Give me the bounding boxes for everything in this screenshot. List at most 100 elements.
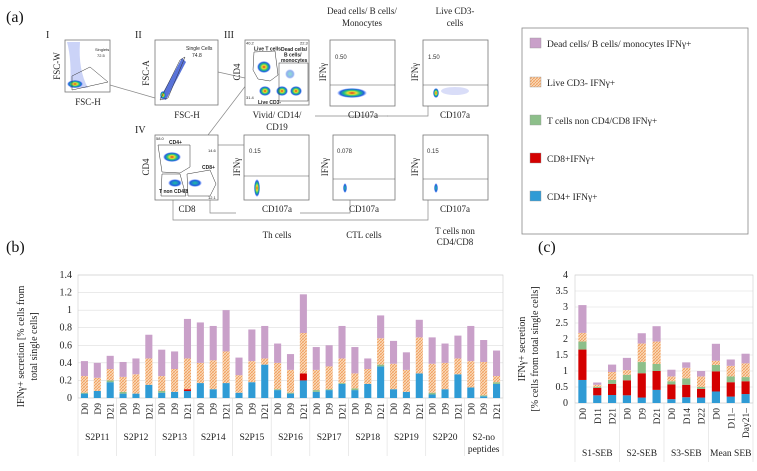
bar-segment [428,392,436,395]
x-tick-label: D21 [653,408,663,425]
bar-segment [697,376,706,387]
x-tick-label: D9 [248,403,258,415]
bar-segment [441,362,449,390]
y-axis-label: total single cells] [29,312,40,380]
y-tick-label: 0.2 [60,375,73,386]
x-tick-label: D0 [158,403,168,415]
y-tick-label: 3 [563,302,568,313]
x-tick-label: D0 [197,403,207,415]
bar-segment [325,389,333,391]
bar-segment [608,379,617,384]
y-axis-label: IFNγ [410,158,420,177]
bar-segment [312,369,320,391]
bar-segment [286,354,295,370]
x-tick-label: D0 [235,403,245,415]
gate-value: 72.5 [97,53,106,58]
bar-segment [637,333,646,344]
flow-plot-live-t-cells: 40.2 22.3 Live T cells Dead cells/ B cel… [232,39,310,132]
x-tick-label: D9 [132,403,142,415]
group-label: S2P15 [239,433,264,443]
bar-segment [351,388,359,391]
plot-caption: Th cells [263,230,292,240]
bar-segment [593,387,602,396]
x-tick-label: D21 [261,403,271,420]
gate-value: 74.8 [192,53,202,59]
gate-value: 58.0 [156,136,165,141]
bar-segment [682,362,691,368]
bar-segment [93,362,101,378]
bar-segment [183,389,192,391]
x-tick-label: D0 [274,403,284,415]
x-tick-label: D21 [454,403,464,420]
gate-step-label: I [46,30,49,41]
gate-label: Single Cells [186,46,213,52]
bar-segment [338,383,346,384]
bar-segment [711,391,720,403]
bar-segment [145,384,153,398]
flow-plot-single-cells: Single Cells 74.8 FSC-A FSC-H [141,39,219,120]
x-axis-label: FSC-H [75,97,101,107]
bar-segment [222,310,230,352]
y-tick-label: 3.5 [556,286,569,297]
bar-segment [93,390,101,398]
bar-segment [209,360,217,390]
x-tick-label: D11 [594,408,604,424]
legend-swatch [529,114,542,126]
x-axis-label: CD107a [262,204,292,214]
bar-segment [299,294,307,333]
group-label: S2P19 [394,433,419,443]
x-tick-label: D21 [300,403,310,420]
bar-segment [106,369,114,381]
legend-label: Live CD3- IFNγ+ [547,79,615,89]
gate-value: 22.3 [300,41,309,46]
bar-segment [364,369,372,384]
legend-swatch [529,37,542,49]
bar-segment [145,334,153,359]
bar-segment [682,378,691,385]
x-axis-label: CD107a [440,110,470,120]
bar-segment [80,376,88,393]
group-label: S2P16 [278,433,303,443]
bar-segment [682,397,691,403]
bar-segment [652,363,661,371]
plot-title: Dead cells/ B cells/ [327,6,397,16]
x-tick-label: D21 [339,403,349,420]
plot-caption: CD4/CD8 [437,237,474,247]
x-tick-label: D0 [712,408,722,420]
legend-label: T cells non CD4/CD8 IFNγ+ [547,117,657,127]
bar-segment [428,394,436,398]
x-tick-label: D9 [94,403,104,415]
bar-segment [441,389,449,398]
bar-segment [351,347,359,374]
group-label: S2P12 [124,433,149,443]
bar-segment [80,392,88,394]
y-axis-label: IFNγ+ secretion [517,317,528,382]
bar-segment [158,349,166,377]
x-tick-label: D21 [609,408,619,425]
bar-segment [578,349,587,380]
bar-segment [132,393,140,398]
y-axis-label: IFNγ+ secretion [% cells from [16,285,27,407]
bar-segment [377,366,385,398]
legend-swatch [529,190,542,202]
group-label: S2P18 [355,433,380,443]
gate-value: 0.15 [249,149,261,155]
y-tick-label: 0.4 [60,358,73,369]
gate-label: Live CD3- [258,100,281,106]
bar-segment [274,389,282,391]
bar-segment [726,396,735,403]
legend-label: Dead cells/ B cells/ monocytes IFNγ+ [547,40,691,50]
gate-label: CD4+ [169,140,182,146]
x-tick-label: D9 [287,403,297,415]
y-tick-label: 0.5 [556,382,569,393]
x-tick-label: D9 [480,403,490,415]
legend: Dead cells/ B cells/ monocytes IFNγ+ Live… [521,27,749,235]
bar-segment [652,371,661,390]
bar-segment [222,383,230,398]
bar-segment [454,335,462,359]
y-tick-label: 1.4 [60,270,73,281]
plot-title: Live CD3- [436,6,475,16]
bar-segment [637,362,646,374]
bar-segment [667,376,676,382]
bar-segment [593,384,602,387]
